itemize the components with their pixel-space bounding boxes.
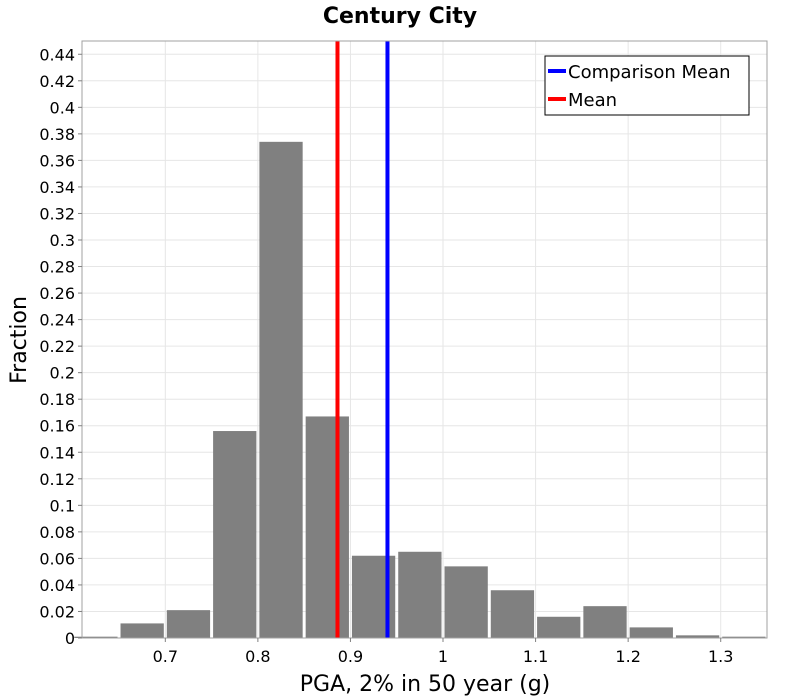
histogram-bar: [444, 566, 488, 638]
chart-title: Century City: [323, 4, 477, 29]
y-tick-label: 0.36: [39, 151, 75, 170]
y-tick-label: 0.04: [39, 576, 75, 595]
y-tick-label: 0.38: [39, 125, 75, 144]
histogram-bar: [490, 590, 535, 638]
histogram-bar: [305, 416, 349, 638]
x-tick-label: 1.3: [708, 647, 733, 666]
y-tick-label: 0.28: [39, 258, 75, 277]
legend-box: [544, 55, 750, 116]
y-axis-ticks: 0 0.02 0.04 0.06 0.08 0.1 0.12 0.14 0.16 0.18 0.2 0…: [39, 45, 82, 648]
x-tick-label: 1.1: [523, 647, 548, 666]
y-axis-label: Fraction: [7, 296, 32, 384]
y-tick-label: 0.3: [50, 231, 75, 250]
x-tick-label: 0.7: [153, 647, 178, 666]
y-tick-label: 0.24: [39, 311, 75, 330]
histogram-bar: [213, 431, 257, 638]
y-tick-label: 0.34: [39, 178, 75, 197]
histogram-bar: [398, 551, 442, 638]
y-tick-label: 0: [65, 629, 75, 648]
x-axis-label: PGA, 2% in 50 year (g): [300, 672, 551, 697]
histogram-bar: [166, 610, 211, 638]
x-tick-label: 0.9: [338, 647, 363, 666]
histogram-bar: [722, 636, 766, 638]
histogram-bar: [259, 141, 303, 638]
y-tick-label: 0.12: [39, 470, 75, 489]
y-tick-label: 0.08: [39, 523, 75, 542]
y-tick-label: 0.02: [39, 602, 75, 621]
histogram-bar: [537, 616, 581, 638]
y-tick-label: 0.1: [50, 496, 75, 515]
y-tick-label: 0.4: [50, 98, 75, 117]
x-axis-ticks: 0.7 0.8 0.9 1 1.1 1.2 1.3: [153, 638, 733, 666]
y-tick-label: 0.16: [39, 417, 75, 436]
histogram-bar: [74, 636, 118, 638]
legend-label: Comparison Mean: [568, 62, 731, 83]
x-tick-label: 1.2: [615, 647, 640, 666]
histogram-bar: [120, 623, 164, 638]
plot-area: [82, 41, 767, 638]
histogram-bar: [675, 635, 720, 638]
x-tick-label: 0.8: [245, 647, 270, 666]
y-tick-label: 0.2: [50, 364, 75, 383]
plot-frame: [81, 40, 768, 639]
x-tick-label: 1: [438, 647, 448, 666]
y-tick-label: 0.26: [39, 284, 75, 303]
y-tick-label: 0.14: [39, 443, 75, 462]
y-tick-label: 0.32: [39, 204, 75, 223]
y-tick-label: 0.06: [39, 549, 75, 568]
mean-lines-group: [335, 41, 390, 638]
y-tick-label: 0.18: [39, 390, 75, 409]
grid-lines: [82, 41, 767, 639]
histogram-bar: [629, 627, 673, 638]
legend-label: Mean: [568, 90, 617, 111]
y-tick-label: 0.22: [39, 337, 75, 356]
legend: Comparison Mean Mean: [544, 55, 750, 116]
histogram-bar: [583, 606, 627, 638]
y-tick-label: 0.44: [39, 45, 75, 64]
y-tick-label: 0.42: [39, 72, 75, 91]
